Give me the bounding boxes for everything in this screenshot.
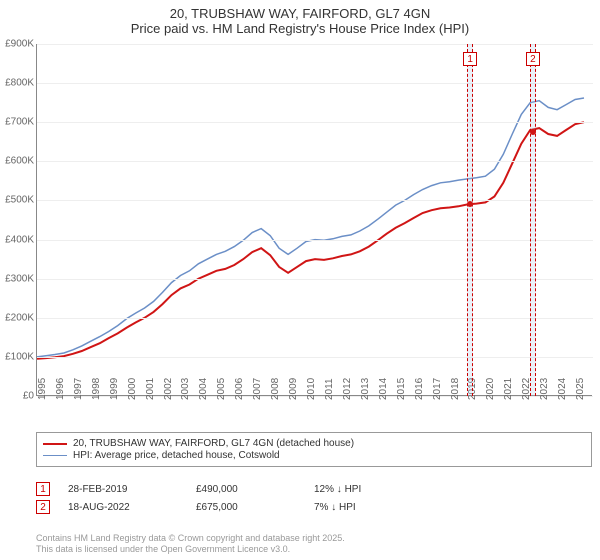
x-tick-label: 2012 xyxy=(342,378,353,400)
sale-row: 2 18-AUG-2022 £675,000 7% ↓ HPI xyxy=(36,500,592,514)
y-tick-label: £400K xyxy=(0,234,34,245)
plot-area: 1995199619971998199920002001200220032004… xyxy=(36,44,592,396)
x-tick-label: 2021 xyxy=(503,378,514,400)
y-tick-label: £100K xyxy=(0,351,34,362)
legend-row: HPI: Average price, detached house, Cots… xyxy=(43,450,585,461)
legend-label: HPI: Average price, detached house, Cots… xyxy=(73,450,280,461)
sale-date: 18-AUG-2022 xyxy=(68,502,178,513)
sale-marker: 2 xyxy=(36,500,50,514)
band-marker: 1 xyxy=(463,52,477,66)
sale-row: 1 28-FEB-2019 £490,000 12% ↓ HPI xyxy=(36,482,592,496)
legend-swatch xyxy=(43,443,67,445)
chart-subtitle: Price paid vs. HM Land Registry's House … xyxy=(0,21,600,40)
x-tick-label: 2023 xyxy=(539,378,550,400)
x-tick-label: 1998 xyxy=(91,378,102,400)
x-tick-label: 2024 xyxy=(557,378,568,400)
x-tick-label: 1995 xyxy=(37,378,48,400)
x-tick-label: 2015 xyxy=(396,378,407,400)
chart-container: 20, TRUBSHAW WAY, FAIRFORD, GL7 4GN Pric… xyxy=(0,0,600,560)
y-tick-label: £200K xyxy=(0,312,34,323)
x-tick-label: 1996 xyxy=(55,378,66,400)
y-tick-label: £800K xyxy=(0,78,34,89)
y-tick-label: £300K xyxy=(0,273,34,284)
x-tick-label: 2010 xyxy=(306,378,317,400)
y-tick-label: £0 xyxy=(0,391,34,402)
x-tick-label: 2002 xyxy=(163,378,174,400)
sale-marker: 1 xyxy=(36,482,50,496)
sale-delta: 7% ↓ HPI xyxy=(314,502,356,513)
sales-table: 1 28-FEB-2019 £490,000 12% ↓ HPI 2 18-AUG-202… xyxy=(36,478,592,518)
x-tick-label: 2014 xyxy=(378,378,389,400)
sale-delta: 12% ↓ HPI xyxy=(314,484,361,495)
sale-price: £675,000 xyxy=(196,502,296,513)
legend-box: 20, TRUBSHAW WAY, FAIRFORD, GL7 4GN (det… xyxy=(36,432,592,467)
x-tick-label: 2011 xyxy=(324,378,335,400)
band-marker: 2 xyxy=(526,52,540,66)
x-tick-label: 2013 xyxy=(360,378,371,400)
x-tick-label: 2017 xyxy=(432,378,443,400)
x-tick-label: 2006 xyxy=(234,378,245,400)
x-tick-label: 1999 xyxy=(109,378,120,400)
x-tick-label: 2007 xyxy=(252,378,263,400)
x-tick-label: 2020 xyxy=(485,378,496,400)
x-tick-label: 2001 xyxy=(145,378,156,400)
x-tick-label: 1997 xyxy=(73,378,84,400)
sale-dot xyxy=(467,201,473,207)
x-tick-label: 2009 xyxy=(288,378,299,400)
x-tick-label: 2016 xyxy=(414,378,425,400)
x-tick-label: 2008 xyxy=(270,378,281,400)
attribution-text: Contains HM Land Registry data © Crown c… xyxy=(36,533,345,556)
highlight-band xyxy=(530,44,535,396)
sale-price: £490,000 xyxy=(196,484,296,495)
legend-swatch xyxy=(43,455,67,456)
x-tick-label: 2018 xyxy=(450,378,461,400)
highlight-band xyxy=(467,44,472,396)
y-tick-label: £900K xyxy=(0,39,34,50)
attribution-line2: This data is licensed under the Open Gov… xyxy=(36,544,345,556)
attribution-line1: Contains HM Land Registry data © Crown c… xyxy=(36,533,345,545)
chart-title: 20, TRUBSHAW WAY, FAIRFORD, GL7 4GN xyxy=(0,0,600,21)
x-tick-label: 2005 xyxy=(216,378,227,400)
line-svg xyxy=(37,44,593,396)
x-tick-label: 2000 xyxy=(127,378,138,400)
legend-label: 20, TRUBSHAW WAY, FAIRFORD, GL7 4GN (det… xyxy=(73,438,354,449)
x-tick-label: 2004 xyxy=(198,378,209,400)
x-tick-label: 2025 xyxy=(575,378,586,400)
y-tick-label: £700K xyxy=(0,117,34,128)
legend-row: 20, TRUBSHAW WAY, FAIRFORD, GL7 4GN (det… xyxy=(43,438,585,449)
x-tick-label: 2003 xyxy=(180,378,191,400)
y-tick-label: £600K xyxy=(0,156,34,167)
y-tick-label: £500K xyxy=(0,195,34,206)
sale-dot xyxy=(530,129,536,135)
sale-date: 28-FEB-2019 xyxy=(68,484,178,495)
